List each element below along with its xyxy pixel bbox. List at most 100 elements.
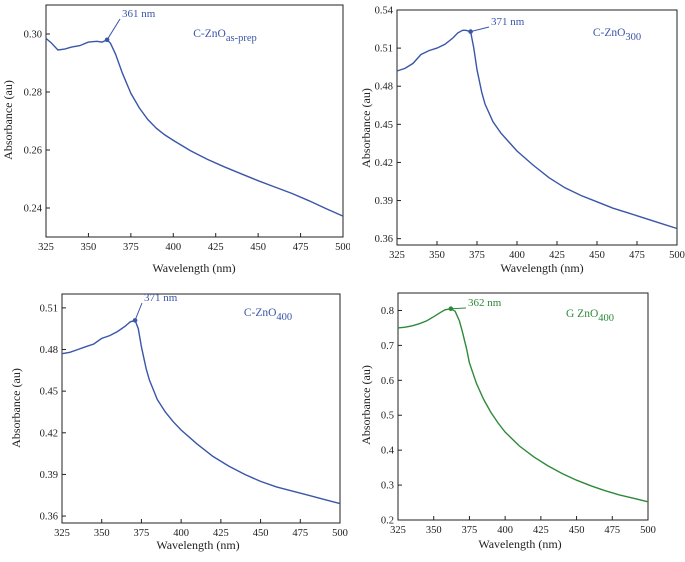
sample-label-sub: 300: [625, 32, 641, 43]
x-tick-label: 325: [38, 242, 54, 253]
x-tick-label: 475: [292, 528, 308, 539]
y-tick-label: 0.24: [24, 204, 43, 215]
y-tick-label: 0.48: [375, 82, 393, 93]
peak-pointer: [134, 302, 143, 321]
chart-svg-3: 325 350 375 400 425 450 475 500 0.36 0.39 0.42 0.45…: [9, 292, 348, 552]
peak-marker: [104, 37, 110, 43]
x-tick-label: 375: [462, 525, 478, 536]
peak-pointer: [450, 307, 467, 310]
chart-svg-4: 325 350 375 400 425 450 475 500 0.2 0.3 0.4 0.5 0.6 0…: [359, 292, 656, 551]
sample-label: C-ZnO400: [244, 307, 292, 323]
y-tick-label: 0.4: [381, 446, 395, 457]
x-tick-label: 500: [640, 525, 656, 536]
y-tick-label: 0.28: [24, 88, 42, 99]
chart-panel-1: 325 350 375 400 425 450 475 500 0.24 0.26 0.28 0.30…: [0, 0, 351, 285]
plot-frame: [45, 4, 344, 238]
x-tick-label: 500: [332, 528, 348, 539]
x-tick-label: 500: [669, 250, 685, 261]
sample-label-main: G ZnO: [566, 308, 598, 320]
x-tick-label: 425: [213, 528, 229, 539]
sample-label-main: C-ZnO: [593, 27, 626, 39]
peak-pointer: [470, 26, 490, 33]
x-tick-label: 350: [426, 525, 442, 536]
spectrum-line: [396, 29, 678, 230]
peak-label: 371 nm: [144, 292, 178, 304]
x-tick-label: 450: [253, 528, 269, 539]
spectrum-line: [45, 37, 344, 217]
y-tick-label: 0.30: [24, 30, 42, 41]
x-tick-label: 450: [589, 250, 605, 261]
spectrum-line: [397, 307, 649, 503]
y-tick-label: 0.54: [375, 6, 394, 17]
sample-label-sub: as-prep: [226, 33, 257, 44]
x-tick-label: 450: [569, 525, 585, 536]
spectrum-line: [61, 319, 341, 505]
x-tick-label: 350: [81, 242, 97, 253]
peak-label: 362 nm: [468, 297, 502, 309]
chart-panel-3: 325 350 375 400 425 450 475 500 0.36 0.39 0.42 0.45…: [0, 285, 350, 557]
y-tick-label: 0.42: [375, 158, 393, 169]
x-tick-label: 450: [250, 242, 266, 253]
x-tick-label: 375: [469, 250, 485, 261]
y-tick-label: 0.7: [381, 341, 394, 352]
x-axis-title: Wavelength (nm): [478, 537, 561, 551]
x-tick-label: 350: [429, 250, 445, 261]
sample-label-main: C-ZnO: [244, 307, 277, 319]
y-tick-label: 0.39: [40, 470, 58, 481]
peak-label: 361 nm: [122, 8, 156, 20]
y-tick-label: 0.39: [375, 196, 393, 207]
sample-label: C-ZnO300: [593, 27, 641, 43]
y-axis-title: Absorbance (au): [1, 80, 15, 160]
sample-label-sub: 400: [276, 312, 292, 323]
x-tick-label: 375: [123, 242, 139, 253]
x-tick-label: 475: [629, 250, 645, 261]
x-tick-label: 400: [165, 242, 181, 253]
peak-marker: [468, 29, 473, 34]
x-tick-label: 475: [604, 525, 620, 536]
plot-frame: [61, 293, 341, 524]
x-tick-label: 500: [335, 242, 350, 253]
y-tick-label: 0.8: [381, 306, 394, 317]
x-tick-label: 400: [497, 525, 513, 536]
y-tick-label: 0.36: [375, 234, 393, 245]
sample-label-main: C-ZnO: [193, 28, 226, 40]
plot-frame: [397, 292, 649, 521]
y-tick-label: 0.42: [40, 428, 58, 439]
y-tick-label: 0.36: [40, 512, 58, 523]
y-axis-title: Absorbance (au): [9, 368, 23, 448]
chart-svg-2: 325 350 375 400 425 450 475 500 0.36 0.39 0.42 0.45…: [359, 6, 685, 276]
y-tick-label: 0.26: [24, 146, 42, 157]
peak-pointer: [106, 18, 121, 41]
y-tick-label: 0.45: [40, 387, 58, 398]
y-tick-label: 0.5: [381, 411, 394, 422]
x-tick-label: 400: [173, 528, 189, 539]
peak-label: 371 nm: [491, 16, 525, 28]
x-tick-label: 425: [208, 242, 224, 253]
y-tick-label: 0.2: [381, 516, 394, 527]
y-tick-label: 0.45: [375, 120, 393, 131]
y-axis-title: Absorbance (au): [359, 88, 373, 168]
chart-panel-2: 325 350 375 400 425 450 475 500 0.36 0.39 0.42 0.45…: [350, 0, 685, 285]
sample-label: G ZnO400: [566, 308, 614, 324]
x-axis-title: Wavelength (nm): [152, 261, 235, 275]
chart-panel-4: 325 350 375 400 425 450 475 500 0.2 0.3 0.4 0.5 0.6 0…: [350, 285, 685, 557]
x-tick-label: 350: [94, 528, 110, 539]
y-tick-label: 0.51: [40, 303, 58, 314]
chart-svg-1: 325 350 375 400 425 450 475 500 0.24 0.26 0.28 0.30…: [1, 4, 351, 275]
sample-label-sub: 400: [598, 313, 614, 324]
x-tick-label: 325: [54, 528, 70, 539]
y-tick-label: 0.3: [381, 481, 394, 492]
sample-label: C-ZnOas-prep: [193, 28, 257, 44]
y-axis-title: Absorbance (au): [359, 365, 373, 445]
x-tick-label: 400: [509, 250, 525, 261]
y-tick-label: 0.6: [381, 376, 394, 387]
x-tick-label: 425: [533, 525, 549, 536]
x-tick-label: 475: [293, 242, 309, 253]
x-axis-title: Wavelength (nm): [500, 261, 583, 275]
y-tick-label: 0.48: [40, 345, 58, 356]
x-tick-label: 375: [134, 528, 150, 539]
peak-marker: [132, 318, 138, 323]
x-axis-title: Wavelength (nm): [156, 538, 239, 552]
x-tick-label: 325: [389, 250, 405, 261]
x-tick-label: 325: [390, 525, 406, 536]
